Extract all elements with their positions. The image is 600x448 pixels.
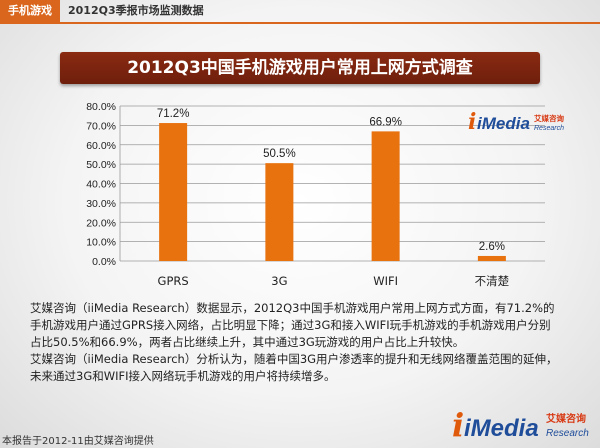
category-label: 不清楚	[475, 274, 510, 288]
footer-logo-media-text: iMedia	[464, 415, 539, 442]
report-subtitle: 2012Q3季报市场监测数据	[68, 4, 204, 17]
category-label: WIFI	[373, 274, 398, 288]
data-label: 66.9%	[369, 116, 402, 128]
description-line: 艾媒咨询（iiMedia Research）数据显示，2012Q3中国手机游戏用…	[30, 301, 555, 315]
y-tick-label: 80.0%	[86, 101, 116, 113]
footer-logo-i-mark: i	[452, 406, 464, 444]
chart-title: 2012Q3中国手机游戏用户常用上网方式调查	[60, 52, 540, 84]
description: 艾媒咨询（iiMedia Research）数据显示，2012Q3中国手机游戏用…	[30, 300, 586, 385]
bar	[265, 163, 294, 261]
data-label: 50.5%	[263, 148, 296, 160]
footer-logo-research-text: Research	[546, 428, 589, 439]
y-tick-label: 30.0%	[86, 198, 116, 210]
top-bar: 手机游戏 2012Q3季报市场监测数据	[0, 0, 600, 24]
top-divider	[0, 22, 600, 24]
data-label: 71.2%	[157, 108, 190, 120]
y-tick-label: 40.0%	[86, 179, 116, 191]
bar	[159, 123, 188, 261]
y-tick-label: 50.0%	[86, 159, 116, 171]
description-line: 未来通过3G和WIFI接入网络玩手机游戏的用户将持续增多。	[30, 369, 336, 383]
y-tick-label: 0.0%	[92, 256, 116, 268]
y-tick-label: 20.0%	[86, 217, 116, 229]
category-label: GPRS	[158, 274, 189, 288]
description-line: 占比50.5%和66.9%，两者占比继续上升，其中通过3G玩游戏的用户占比上升较…	[30, 335, 465, 349]
description-line: 手机游戏用户通过GPRS接入网络，占比明显下降；通过3G和接入WIFI玩手机游戏…	[30, 318, 551, 332]
footer-logo-cn-text: 艾媒咨询	[546, 412, 586, 425]
logo-media-text: iMedia	[477, 114, 530, 133]
imedia-logo: i iMedia 艾媒咨询 Research	[468, 108, 568, 136]
section-tag: 手机游戏	[0, 0, 60, 22]
description-line: 艾媒咨询（iiMedia Research）分析认为，随着中国3G用户渗透率的提…	[30, 352, 558, 366]
logo-cn-text: 艾媒咨询	[534, 113, 564, 123]
logo-i-mark: i	[468, 109, 476, 135]
bar	[371, 131, 400, 261]
y-tick-label: 10.0%	[86, 237, 116, 249]
bar	[477, 255, 506, 261]
footer-note: 本报告于2012-11由艾媒咨询提供	[2, 436, 154, 447]
category-label: 3G	[271, 274, 287, 288]
data-label: 2.6%	[479, 241, 505, 253]
y-tick-label: 60.0%	[86, 140, 116, 152]
y-tick-label: 70.0%	[86, 120, 116, 132]
logo-research-text: Research	[534, 125, 564, 132]
bar-chart: 0.0% 10.0% 20.0% 30.0% 40.0% 50.0% 60.0% 70.0% 8…	[86, 101, 545, 288]
imedia-logo-footer: i iMedia 艾媒咨询 Research	[452, 406, 592, 444]
